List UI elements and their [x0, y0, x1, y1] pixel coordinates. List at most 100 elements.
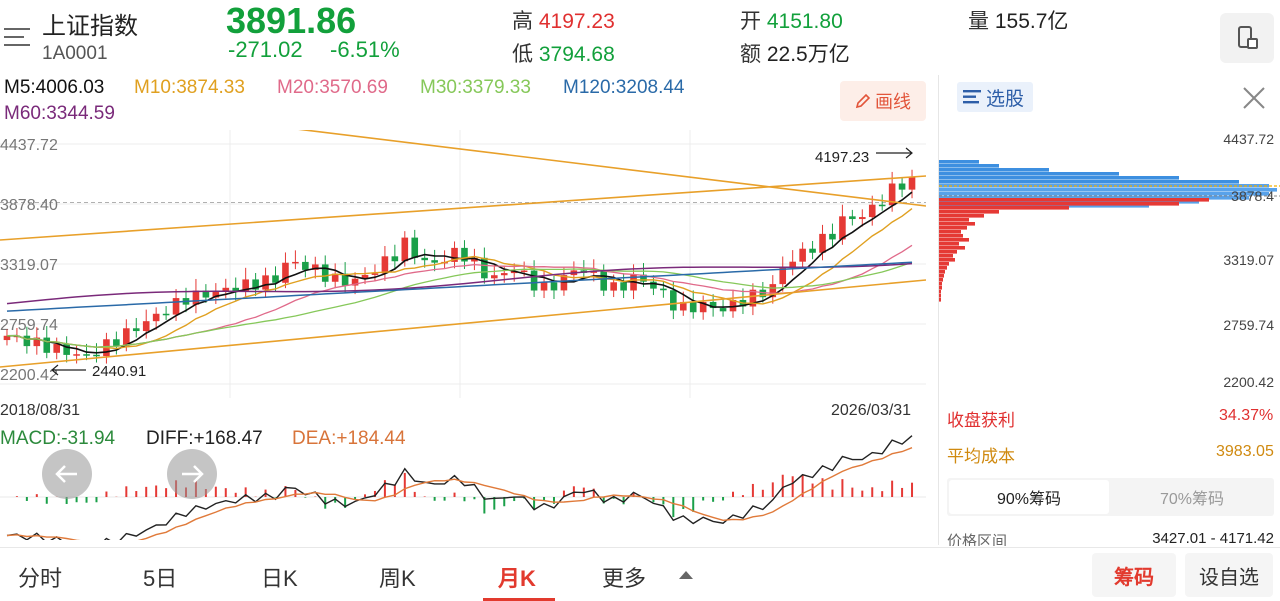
candle-body — [829, 233, 836, 240]
chip-bar-profit — [939, 172, 1119, 176]
candle-body — [878, 204, 886, 207]
candle-body — [610, 282, 617, 291]
chip-distribution-panel — [938, 75, 1280, 545]
candle-body — [202, 290, 210, 298]
price-change: -271.02 — [228, 37, 303, 62]
price-range-label: 价格区间 — [947, 533, 1008, 546]
candle-body — [699, 301, 707, 313]
candle-body — [660, 288, 667, 291]
candle-body — [23, 335, 31, 347]
candle-body — [839, 216, 846, 240]
chip-bar-profit — [939, 188, 1277, 192]
menu-icon[interactable] — [2, 26, 32, 48]
macd-chart — [0, 435, 926, 540]
candle-body — [311, 264, 319, 270]
candle-body — [500, 273, 508, 276]
candle-body — [331, 273, 339, 282]
candle-body — [520, 270, 528, 273]
ma5-label: M5:4006.03 — [4, 77, 105, 98]
phone-rotate-icon — [1238, 26, 1258, 49]
side-tick-3: 3319.07 — [1223, 252, 1274, 268]
chip-ratio-switch: 90%筹码 70%筹码 — [947, 478, 1274, 516]
candle-body — [719, 308, 727, 312]
select-stock-label: 选股 — [986, 88, 1025, 110]
candle-body — [908, 177, 916, 190]
caret-up-icon[interactable] — [678, 570, 694, 580]
tab-daily[interactable]: 日K — [261, 566, 298, 591]
high-label: 高 — [512, 10, 533, 33]
chip-bar-loss — [939, 198, 1209, 202]
candle-body — [620, 282, 627, 291]
close-icon[interactable] — [1240, 84, 1268, 112]
ma10-label: M10:3874.33 — [134, 77, 245, 98]
low-marker-label: 2440.91 — [92, 363, 146, 380]
chip-bar-loss — [939, 270, 945, 274]
y-tick-label: 4437.72 — [0, 137, 58, 154]
candle-body — [779, 266, 787, 285]
select-stock-button[interactable]: 选股 — [957, 82, 1033, 112]
candle-body — [491, 275, 498, 279]
chip-button[interactable]: 筹码 — [1092, 553, 1176, 597]
pencil-icon — [855, 93, 871, 109]
add-watchlist-button[interactable]: 设自选 — [1185, 553, 1273, 597]
current-price: 3891.86 — [226, 0, 357, 41]
chip-bar-loss — [939, 258, 955, 262]
chip-bar-loss — [939, 274, 944, 278]
candle-body — [769, 284, 777, 298]
chip-bar-profit — [939, 204, 1149, 208]
candle-body — [33, 337, 41, 347]
chip-70-tab[interactable]: 70%筹码 — [1159, 491, 1225, 508]
trend-line-upper — [298, 130, 926, 207]
kline-chart[interactable]: 4437.72 3878.40 3319.07 2759.74 2200.42 4197.… — [0, 130, 926, 398]
candle-body — [868, 204, 876, 218]
chip-bar-loss — [939, 254, 953, 258]
arrow-left-icon — [55, 465, 77, 483]
candle-body — [371, 273, 379, 275]
chip-histogram — [939, 160, 1280, 302]
tab-intraday[interactable]: 分时 — [18, 566, 63, 591]
candle-body — [302, 261, 309, 270]
candle-body — [292, 261, 299, 264]
high-stat: 高 4197.23 — [512, 5, 615, 35]
open-label: 开 — [740, 10, 761, 33]
side-tick-5: 2200.42 — [1223, 374, 1274, 390]
tab-monthly[interactable]: 月K — [498, 566, 536, 591]
dea-value: DEA:+184.44 — [292, 428, 406, 449]
candle-body — [132, 328, 140, 332]
scroll-left-button[interactable] — [42, 449, 92, 499]
chip-bar-profit — [939, 192, 1269, 196]
candle-body — [421, 257, 428, 261]
candle-body — [242, 279, 249, 292]
profit-value: 34.37% — [1219, 407, 1274, 424]
chip-bar-profit — [939, 200, 1199, 204]
candle-body — [142, 321, 150, 332]
candle-body — [43, 337, 51, 353]
price-change-pct: -6.51% — [330, 37, 400, 62]
chip-bar-loss — [939, 250, 957, 254]
y-tick-label: 3319.07 — [0, 257, 58, 274]
tab-5day[interactable]: 5日 — [143, 566, 178, 591]
draw-line-button[interactable]: 画线 — [840, 81, 926, 121]
chip-90-tab[interactable]: 90%筹码 — [949, 480, 1109, 514]
avg-cost-label: 平均成本 — [947, 447, 1015, 466]
candle-body — [53, 344, 61, 353]
diff-value: DIFF:+168.47 — [146, 428, 263, 449]
low-stat: 低 3794.68 — [512, 38, 615, 68]
macd-value: MACD:-31.94 — [0, 428, 116, 449]
avg-cost-value: 3983.05 — [1216, 443, 1274, 460]
candle-body — [640, 274, 647, 282]
stock-code: 1A0001 — [42, 43, 108, 64]
candle-body — [749, 289, 757, 307]
amount-value: 22.5万亿 — [766, 43, 850, 66]
tab-weekly[interactable]: 周K — [379, 566, 416, 591]
low-label: 低 — [512, 43, 533, 66]
candle-body — [222, 287, 230, 291]
landscape-toggle-button[interactable] — [1220, 13, 1274, 63]
candle-body — [689, 301, 697, 313]
ma10-line — [6, 208, 913, 350]
chip-bar-loss — [939, 262, 949, 266]
draw-line-label: 画线 — [875, 92, 911, 112]
scroll-right-button[interactable] — [167, 449, 217, 499]
start-date: 2018/08/31 — [0, 402, 81, 419]
tab-more[interactable]: 更多 — [602, 566, 647, 591]
